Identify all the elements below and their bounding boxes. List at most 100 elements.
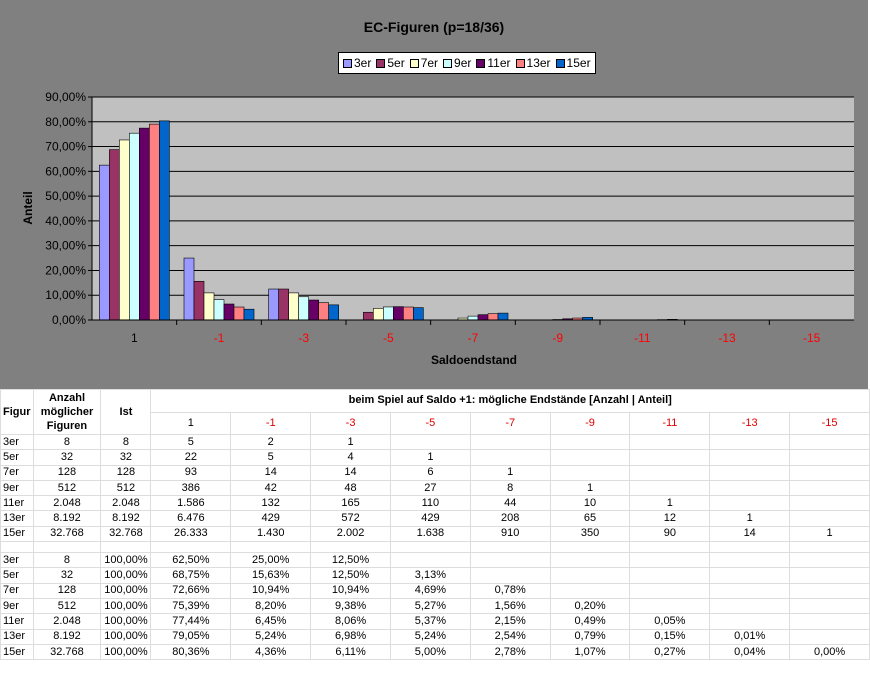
row-anzahl: 512 [32, 597, 102, 615]
table-row: 15er 32.768 100,00% 80,36% 4,36% 6,11% 5,00% 2,… [0, 643, 870, 661]
bar-13er--3 [318, 302, 329, 321]
row-value: 14 [310, 464, 391, 481]
row-value [469, 567, 551, 584]
row-value: 5 [230, 449, 312, 466]
row-figur: 13er [0, 510, 34, 527]
row-value: 165 [310, 495, 391, 512]
row-anzahl: 128 [32, 582, 102, 599]
table-row: 5er 32 32 22 5 4 1 [0, 449, 870, 466]
row-value [789, 510, 870, 527]
legend-item: 11er [476, 56, 511, 70]
row-value: 8,20% [230, 597, 312, 615]
bar-5er--1 [193, 280, 205, 321]
row-value: 2 [230, 433, 312, 451]
row-value [709, 597, 791, 615]
row-value [549, 433, 631, 451]
row-value [789, 479, 870, 497]
bar-5er-1 [109, 149, 120, 321]
row-value: 0,15% [629, 628, 711, 645]
row-value: 1 [389, 449, 471, 466]
row-value [629, 597, 711, 615]
row-value: 27 [389, 479, 471, 497]
legend-item: 7er [409, 56, 438, 70]
row-value [709, 582, 791, 599]
row-value [469, 449, 551, 466]
bar-7er-1 [119, 139, 130, 321]
row-figur: 13er [0, 628, 34, 645]
row-value: 110 [389, 495, 471, 512]
row-ist: 100,00% [100, 597, 152, 615]
legend-item: 3er [343, 56, 371, 70]
row-anzahl: 32.768 [32, 643, 102, 661]
row-ist: 32.768 [100, 525, 152, 543]
row-value: 10,94% [230, 582, 312, 599]
row-value: 0,27% [629, 643, 711, 661]
row-value: 208 [469, 510, 551, 527]
row-value: 10 [549, 495, 631, 512]
spacer-cell [150, 541, 232, 554]
bar-13er--5 [403, 306, 414, 321]
legend-swatch [555, 58, 565, 68]
chart-area: EC-Figuren (p=18/36) 0,00% 10,00% 20,00% 30… [0, 0, 870, 389]
row-value: 5 [150, 433, 232, 451]
table-row: 11er 2.048 100,00% 77,44% 6,45% 8,06% 5,37% 2,1… [0, 613, 870, 630]
legend-swatch [409, 58, 419, 68]
row-value: 10,94% [310, 582, 391, 599]
row-ist: 8 [100, 433, 152, 451]
spacer-cell [389, 541, 471, 554]
bar-15er-1 [159, 120, 170, 321]
table-row: 7er 128 100,00% 72,66% 10,94% 10,94% 4,69% 0,78… [0, 582, 870, 599]
bar-5er--5 [363, 311, 374, 321]
header-anzahl: Anzahl möglicher Figuren [32, 389, 102, 435]
legend-label: 9er [454, 56, 472, 70]
row-value: 2,15% [469, 613, 551, 630]
row-value [629, 552, 711, 569]
bar-9er--7 [467, 315, 479, 321]
x-tick-label: -5 [383, 331, 394, 345]
row-value: 0,05% [629, 613, 711, 630]
bar-11er--7 [477, 314, 489, 321]
header-endstand: -1 [230, 411, 312, 435]
row-value: 0,49% [549, 613, 631, 630]
y-tick-label: 20,00% [45, 263, 86, 277]
header-endstand: -11 [629, 411, 711, 435]
bar-11er--1 [223, 303, 235, 321]
table-row: 7er 128 128 93 14 14 6 1 [0, 464, 870, 481]
row-anzahl: 8.192 [32, 510, 102, 527]
row-value [709, 479, 791, 497]
row-ist: 100,00% [100, 582, 152, 599]
row-figur: 9er [0, 597, 34, 615]
bar-15er--3 [328, 304, 339, 321]
bar-9er--3 [298, 296, 309, 321]
spacer-cell [100, 541, 152, 554]
row-value [629, 433, 711, 451]
legend-swatch [476, 58, 486, 68]
row-value [549, 567, 631, 584]
x-tick-label: -7 [468, 331, 479, 345]
row-value: 1 [629, 495, 711, 512]
row-value [709, 433, 791, 451]
table-row: 3er 8 8 5 2 1 [0, 433, 870, 451]
x-tick-label: -1 [214, 331, 225, 345]
header-endstand: -9 [549, 411, 631, 435]
row-value: 14 [230, 464, 312, 481]
row-value: 65 [549, 510, 631, 527]
row-value: 80,36% [150, 643, 232, 661]
row-value [389, 552, 471, 569]
x-tick-label: -11 [634, 331, 651, 345]
row-value [549, 449, 631, 466]
row-ist: 128 [100, 464, 152, 481]
row-figur: 5er [0, 567, 34, 584]
bar-9er-1 [129, 132, 140, 321]
row-value: 2,78% [469, 643, 551, 661]
row-ist: 100,00% [100, 613, 152, 630]
x-tick-label: -13 [718, 331, 736, 345]
row-ist: 100,00% [100, 552, 152, 569]
row-value [549, 464, 631, 481]
header-endstand: -7 [469, 411, 551, 435]
spacer-cell [230, 541, 312, 554]
spacer-cell [469, 541, 551, 554]
row-value [789, 582, 870, 599]
row-value: 1.586 [150, 495, 232, 512]
row-value [709, 613, 791, 630]
